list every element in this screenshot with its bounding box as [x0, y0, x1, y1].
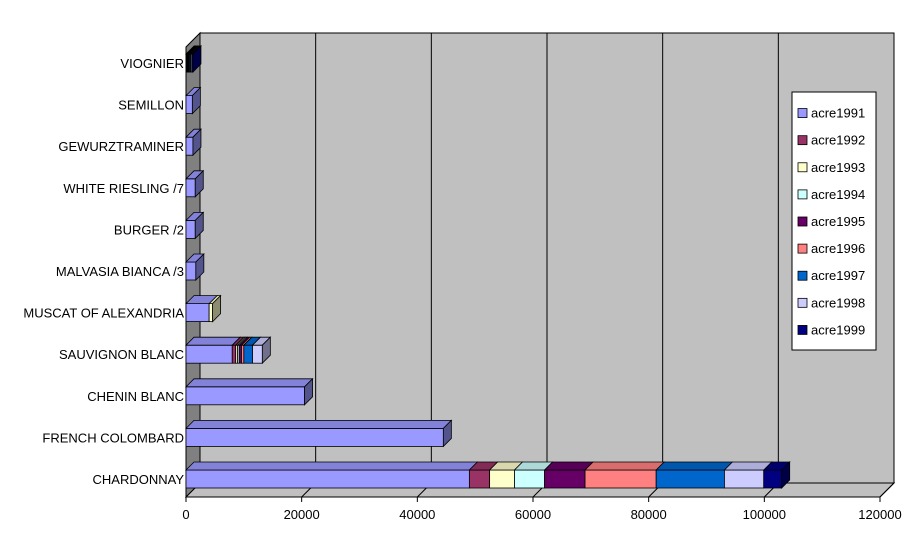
bar-end-face	[194, 169, 204, 198]
bar-segment	[514, 469, 545, 489]
legend-swatch	[797, 243, 808, 254]
bar-segment	[185, 219, 196, 239]
bar-group	[185, 169, 205, 198]
bar-segment	[208, 303, 214, 323]
bar-segment	[185, 261, 197, 281]
x-tick-label: 0	[182, 507, 189, 522]
bar-end-face	[195, 253, 205, 281]
legend-label: acre1994	[811, 187, 865, 202]
legend-swatch	[797, 325, 808, 335]
bar-segment	[655, 469, 725, 489]
legend-label: acre1995	[811, 214, 865, 229]
bar-end-face	[781, 461, 791, 489]
bar-segment	[724, 469, 765, 489]
bar-segment	[584, 469, 657, 489]
legend-swatch	[797, 108, 808, 118]
bar-segment-top	[584, 461, 666, 471]
legend-label: acre1998	[811, 295, 865, 310]
bar-segment	[489, 469, 515, 489]
category-label: WHITE RIESLING /7	[63, 181, 184, 196]
legend-label: acre1993	[811, 160, 865, 175]
category-label: BURGER /2	[114, 222, 184, 237]
category-label: CHARDONNAY	[93, 472, 185, 487]
bar-segment	[185, 386, 305, 406]
category-labels: CHARDONNAY FRENCH COLOMBARD CHENIN BLANC SA…	[23, 56, 184, 487]
bar-segment	[185, 95, 193, 114]
bar-group	[185, 86, 202, 115]
legend-swatch	[797, 270, 808, 281]
legend-swatch	[797, 135, 808, 146]
x-tick-label: 20000	[284, 507, 320, 522]
legend-label: acre1999	[811, 322, 865, 337]
legend-swatch	[797, 189, 808, 200]
bar-segment	[544, 469, 586, 489]
bar-segment-top	[185, 419, 453, 429]
bar-group	[185, 253, 205, 281]
bar-end-face	[194, 211, 204, 240]
bar-group	[185, 294, 222, 323]
x-axis-ticks: 0 20000 40000 60000 80000 100000 120000	[182, 496, 902, 522]
x-tick-label: 100000	[743, 507, 786, 522]
bar-segment	[185, 178, 196, 198]
x-tick-label: 120000	[858, 507, 901, 522]
legend-label: acre1991	[811, 106, 865, 121]
category-label: SAUVIGNON BLANC	[59, 347, 184, 362]
bar-segment-top	[185, 336, 242, 346]
bar-group	[185, 377, 314, 406]
legend-label: acre1996	[811, 241, 865, 256]
category-label: GEWURZTRAMINER	[58, 139, 184, 154]
bar-segment	[243, 344, 253, 364]
bar-segment	[252, 344, 263, 364]
bar-segment	[185, 427, 444, 447]
bar-segment	[468, 469, 491, 489]
bar-segment	[185, 469, 470, 489]
bar-segment-top	[185, 461, 479, 471]
category-label: CHENIN BLANC	[87, 389, 184, 404]
bar-group	[185, 128, 202, 157]
bar-end-face	[192, 45, 202, 73]
bar-end-face	[304, 377, 313, 406]
bar-group	[185, 419, 453, 448]
bar-end-face	[442, 419, 452, 448]
x-tick-label: 40000	[399, 507, 435, 522]
bar-segment	[185, 344, 233, 364]
bars	[185, 45, 791, 489]
legend-swatch	[797, 297, 808, 308]
bar-end-face	[261, 336, 271, 365]
grid-floor-line	[879, 482, 895, 498]
bar-segment	[231, 344, 237, 364]
category-label: SEMILLON	[118, 98, 184, 113]
bar-segment	[763, 469, 783, 489]
bar-end-face	[192, 128, 202, 157]
legend-label: acre1997	[811, 268, 865, 283]
category-label: FRENCH COLOMBARD	[42, 430, 184, 445]
category-label: MALVASIA BIANCA /3	[56, 264, 184, 279]
x-tick-label: 60000	[515, 507, 551, 522]
bar-end-face	[191, 86, 201, 115]
bar-segment	[185, 303, 210, 323]
legend-swatch	[797, 162, 808, 173]
legend: acre1991 acre1992 acre1993 acre1994 acre1995…	[791, 91, 877, 351]
bar-segment-top	[655, 461, 734, 471]
category-label: VIOGNIER	[120, 56, 184, 71]
legend-swatch	[797, 216, 808, 227]
bar-group	[185, 461, 791, 489]
bar-segment-top	[185, 378, 314, 388]
bar-group	[185, 336, 272, 365]
bar-group	[185, 211, 205, 240]
category-label: MUSCAT OF ALEXANDRIA	[23, 306, 184, 321]
legend-label: acre1992	[811, 133, 865, 148]
bar-group	[185, 45, 202, 73]
bar-end-face	[212, 294, 222, 323]
bar-segment	[185, 136, 194, 156]
x-tick-label: 80000	[631, 507, 667, 522]
